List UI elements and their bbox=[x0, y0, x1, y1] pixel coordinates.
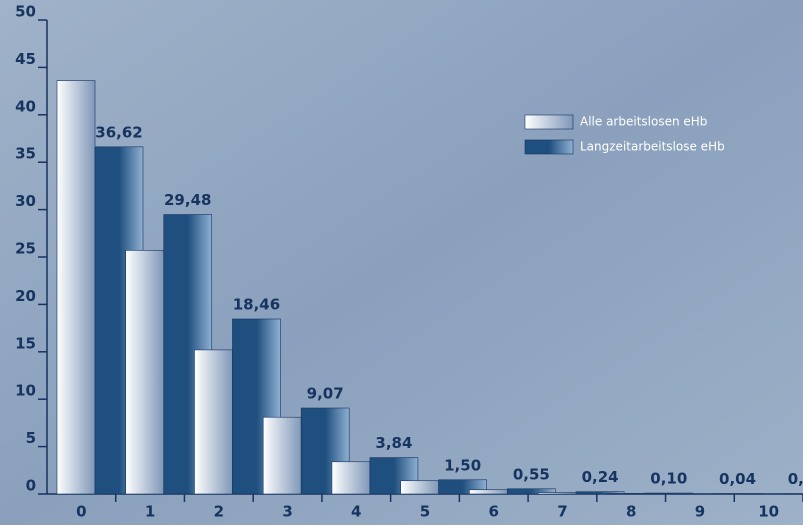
x-tick-label: 9 bbox=[695, 503, 705, 521]
bar bbox=[57, 81, 95, 494]
value-label: 9,07 bbox=[307, 385, 344, 403]
y-tick-label: 0 bbox=[26, 477, 36, 495]
y-tick-label: 35 bbox=[15, 145, 36, 163]
y-tick-label: 30 bbox=[15, 192, 36, 210]
value-label: 0,04 bbox=[719, 470, 756, 488]
x-tick-label: 5 bbox=[420, 503, 430, 521]
bar bbox=[263, 417, 301, 494]
y-tick-label: 25 bbox=[15, 240, 36, 258]
y-tick-label: 20 bbox=[15, 287, 36, 305]
x-tick-label: 2 bbox=[214, 503, 224, 521]
x-tick-label: 0 bbox=[76, 503, 86, 521]
x-tick-label: 1 bbox=[145, 503, 155, 521]
bar bbox=[194, 350, 232, 494]
value-label: 36,62 bbox=[95, 123, 142, 141]
value-label: 0,03 bbox=[788, 470, 803, 488]
value-label: 29,48 bbox=[164, 191, 211, 209]
x-tick-label: 10 bbox=[758, 503, 779, 521]
legend-swatch bbox=[525, 140, 573, 154]
y-tick-label: 15 bbox=[15, 334, 36, 352]
y-tick-label: 45 bbox=[15, 50, 36, 68]
value-label: 0,55 bbox=[513, 465, 550, 483]
x-tick-label: 6 bbox=[489, 503, 499, 521]
y-tick-label: 40 bbox=[15, 97, 36, 115]
bar bbox=[332, 462, 370, 494]
bar bbox=[607, 493, 645, 494]
x-tick-label: 7 bbox=[557, 503, 567, 521]
value-label: 3,84 bbox=[375, 434, 412, 452]
y-tick-label: 10 bbox=[15, 382, 36, 400]
value-label: 18,46 bbox=[233, 295, 280, 313]
x-tick-label: 4 bbox=[351, 503, 361, 521]
legend-label: Langzeitarbeitslose eHb bbox=[580, 140, 725, 154]
bar bbox=[469, 490, 507, 494]
bar bbox=[538, 493, 576, 494]
value-label: 0,10 bbox=[650, 470, 687, 488]
y-tick-label: 5 bbox=[26, 429, 36, 447]
value-label: 0,24 bbox=[582, 468, 619, 486]
legend-swatch bbox=[525, 115, 573, 129]
x-tick-label: 8 bbox=[626, 503, 636, 521]
legend-label: Alle arbeitslosen eHb bbox=[580, 115, 707, 129]
y-tick-label: 50 bbox=[15, 3, 36, 21]
bar bbox=[126, 250, 164, 494]
x-tick-label: 3 bbox=[282, 503, 292, 521]
value-label: 1,50 bbox=[444, 456, 481, 474]
bar bbox=[401, 481, 439, 494]
